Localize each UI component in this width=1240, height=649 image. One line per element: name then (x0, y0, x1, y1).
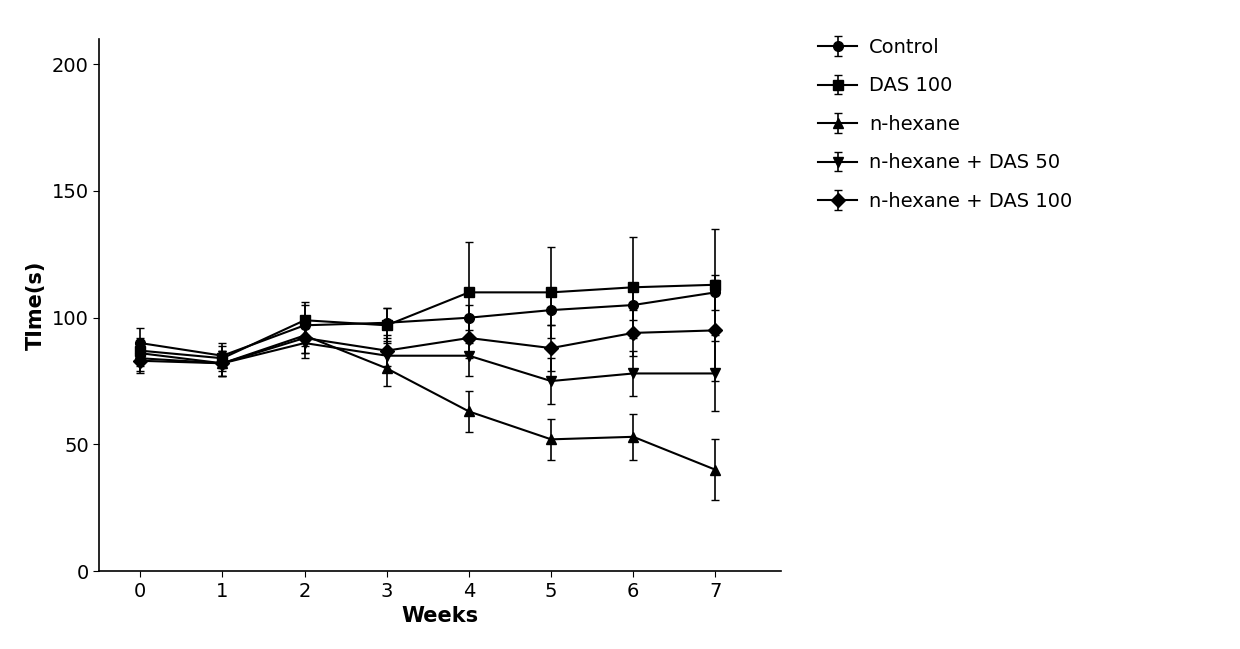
X-axis label: Weeks: Weeks (402, 606, 479, 626)
Legend: Control, DAS 100, n-hexane, n-hexane + DAS 50, n-hexane + DAS 100: Control, DAS 100, n-hexane, n-hexane + D… (818, 38, 1073, 211)
Y-axis label: TIme(s): TIme(s) (26, 260, 46, 350)
